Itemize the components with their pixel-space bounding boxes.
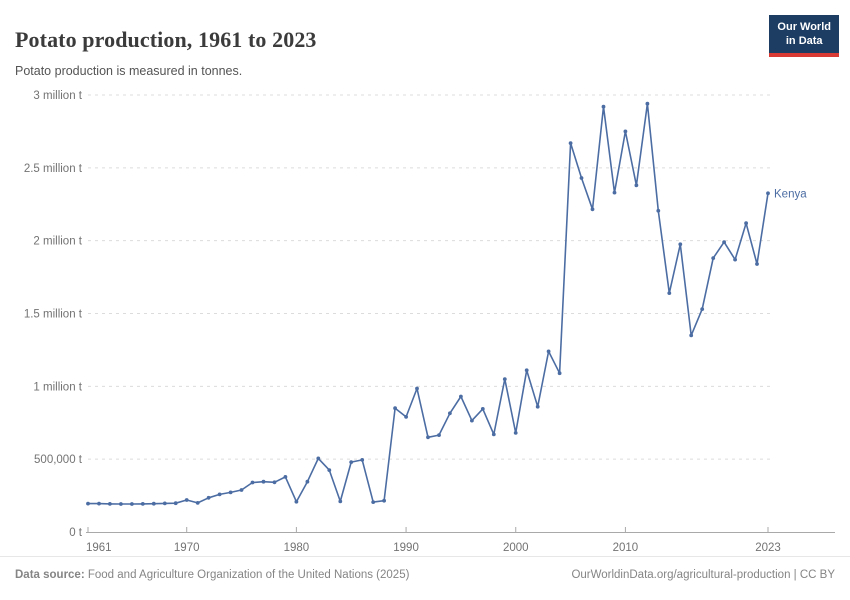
data-point[interactable]	[415, 386, 419, 391]
data-point[interactable]	[162, 501, 167, 506]
data-point[interactable]	[722, 240, 726, 245]
data-point[interactable]	[535, 404, 540, 409]
x-tick-label: 1970	[174, 542, 200, 554]
data-point[interactable]	[130, 502, 134, 506]
data-point[interactable]	[184, 498, 189, 502]
data-point[interactable]	[305, 479, 310, 484]
data-source-line: Data source: Food and Agriculture Organi…	[15, 569, 409, 581]
data-point[interactable]	[557, 371, 562, 376]
data-point[interactable]	[404, 415, 408, 419]
owid-logo[interactable]: Our World in Data	[769, 15, 839, 57]
owid-logo-line1: Our World	[777, 21, 831, 33]
data-point[interactable]	[711, 256, 716, 260]
chart-title: Potato production, 1961 to 2023	[15, 26, 317, 52]
data-point[interactable]	[228, 490, 233, 495]
data-point[interactable]	[360, 458, 365, 462]
data-point[interactable]	[327, 468, 332, 472]
data-point[interactable]	[524, 368, 529, 373]
footer-credit-link[interactable]: OurWorldinData.org/agricultural-producti…	[571, 569, 835, 581]
data-point[interactable]	[393, 406, 397, 411]
data-point[interactable]	[502, 377, 507, 381]
data-point[interactable]	[667, 291, 672, 295]
data-point[interactable]	[283, 475, 288, 479]
y-tick-label: 2.5 million t	[24, 163, 83, 175]
data-point[interactable]	[349, 460, 354, 464]
data-point[interactable]	[689, 333, 694, 338]
data-point[interactable]	[470, 418, 474, 423]
footer-divider	[0, 556, 850, 557]
data-point[interactable]	[239, 488, 244, 492]
data-point[interactable]	[623, 129, 628, 134]
data-point[interactable]	[119, 502, 123, 506]
data-point[interactable]	[546, 349, 551, 354]
x-tick-label: 1961	[86, 542, 112, 554]
data-source-label: Data source:	[15, 569, 85, 581]
chart-footer: Data source: Food and Agriculture Organi…	[15, 569, 835, 581]
y-tick-label: 3 million t	[33, 90, 82, 102]
data-point[interactable]	[612, 190, 617, 195]
chart-subtitle: Potato production is measured in tonnes.	[15, 63, 243, 78]
data-point[interactable]	[206, 495, 211, 500]
data-point[interactable]	[86, 501, 90, 506]
data-point[interactable]	[744, 221, 748, 226]
data-source-text: Food and Agriculture Organization of the…	[84, 569, 410, 581]
x-tick-label: 1990	[393, 542, 419, 554]
data-point[interactable]	[382, 498, 386, 503]
data-point[interactable]	[97, 501, 101, 506]
data-point[interactable]	[634, 183, 639, 188]
y-tick-label: 2 million t	[33, 236, 82, 248]
data-point[interactable]	[217, 492, 222, 497]
x-tick-label: 2000	[503, 542, 529, 554]
data-point[interactable]	[448, 411, 452, 416]
owid-logo-line2: in Data	[785, 35, 823, 48]
data-point[interactable]	[437, 433, 441, 437]
x-tick-label: 2023	[755, 542, 781, 554]
data-point[interactable]	[700, 307, 705, 311]
y-tick-label: 1.5 million t	[24, 309, 83, 321]
series-label-kenya[interactable]: Kenya	[774, 188, 807, 200]
data-point[interactable]	[766, 191, 770, 196]
x-tick-label: 2010	[613, 542, 639, 554]
data-point[interactable]	[459, 394, 463, 399]
data-point[interactable]	[568, 141, 573, 146]
data-point[interactable]	[371, 500, 376, 504]
data-point[interactable]	[140, 502, 145, 506]
data-point[interactable]	[755, 262, 759, 266]
data-point[interactable]	[426, 435, 430, 440]
y-tick-label: 500,000 t	[34, 454, 83, 466]
y-tick-label: 0 t	[69, 527, 83, 539]
data-point[interactable]	[601, 104, 606, 109]
data-point[interactable]	[316, 456, 321, 461]
data-point[interactable]	[294, 499, 299, 504]
series-line-kenya[interactable]	[87, 102, 769, 505]
data-point[interactable]	[678, 242, 683, 247]
data-point[interactable]	[338, 499, 343, 504]
data-point[interactable]	[656, 208, 661, 213]
data-point[interactable]	[579, 176, 584, 180]
data-point[interactable]	[491, 432, 496, 437]
data-point[interactable]	[261, 479, 266, 484]
x-tick-label: 1980	[284, 542, 310, 554]
data-point[interactable]	[151, 501, 156, 506]
data-point[interactable]	[250, 480, 255, 485]
data-point[interactable]	[590, 207, 595, 212]
data-point[interactable]	[733, 257, 737, 262]
data-point[interactable]	[195, 501, 200, 505]
data-point[interactable]	[513, 431, 518, 435]
data-point[interactable]	[480, 407, 485, 411]
data-point[interactable]	[272, 480, 277, 485]
data-point[interactable]	[108, 502, 112, 506]
data-point[interactable]	[645, 101, 650, 106]
data-point[interactable]	[173, 501, 178, 506]
y-tick-label: 1 million t	[33, 381, 82, 393]
